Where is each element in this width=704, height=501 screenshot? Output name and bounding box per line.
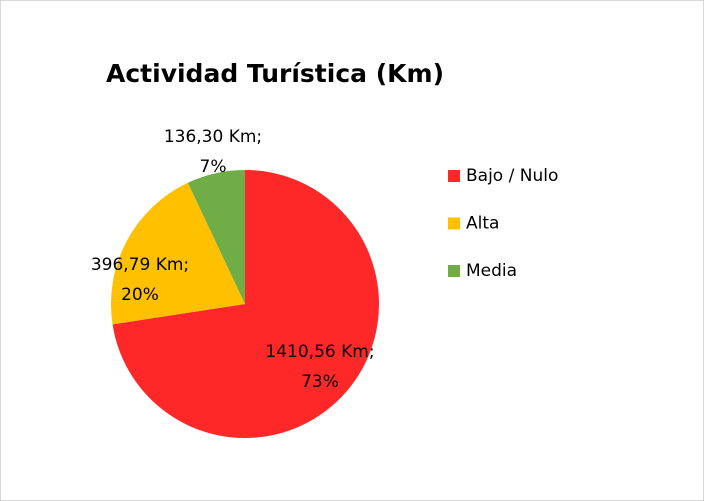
chart-title: Actividad Turística (Km) — [106, 59, 444, 88]
pie-slice — [187, 170, 245, 304]
legend-label: Media — [466, 261, 517, 281]
data-label: 1410,56 Km; — [265, 342, 374, 362]
data-label: 396,79 Km; — [91, 255, 189, 275]
legend-label: Alta — [466, 214, 499, 234]
data-label: 73% — [301, 372, 339, 392]
data-label: 7% — [200, 157, 227, 177]
legend-swatch — [448, 217, 460, 230]
data-label: 20% — [121, 285, 159, 305]
pie-slice — [111, 182, 246, 325]
pie-slice — [112, 170, 379, 438]
data-label: 136,30 Km; — [164, 127, 262, 147]
legend-label: Bajo / Nulo — [466, 166, 558, 186]
legend-swatch — [448, 170, 460, 182]
legend-swatch — [448, 265, 460, 277]
